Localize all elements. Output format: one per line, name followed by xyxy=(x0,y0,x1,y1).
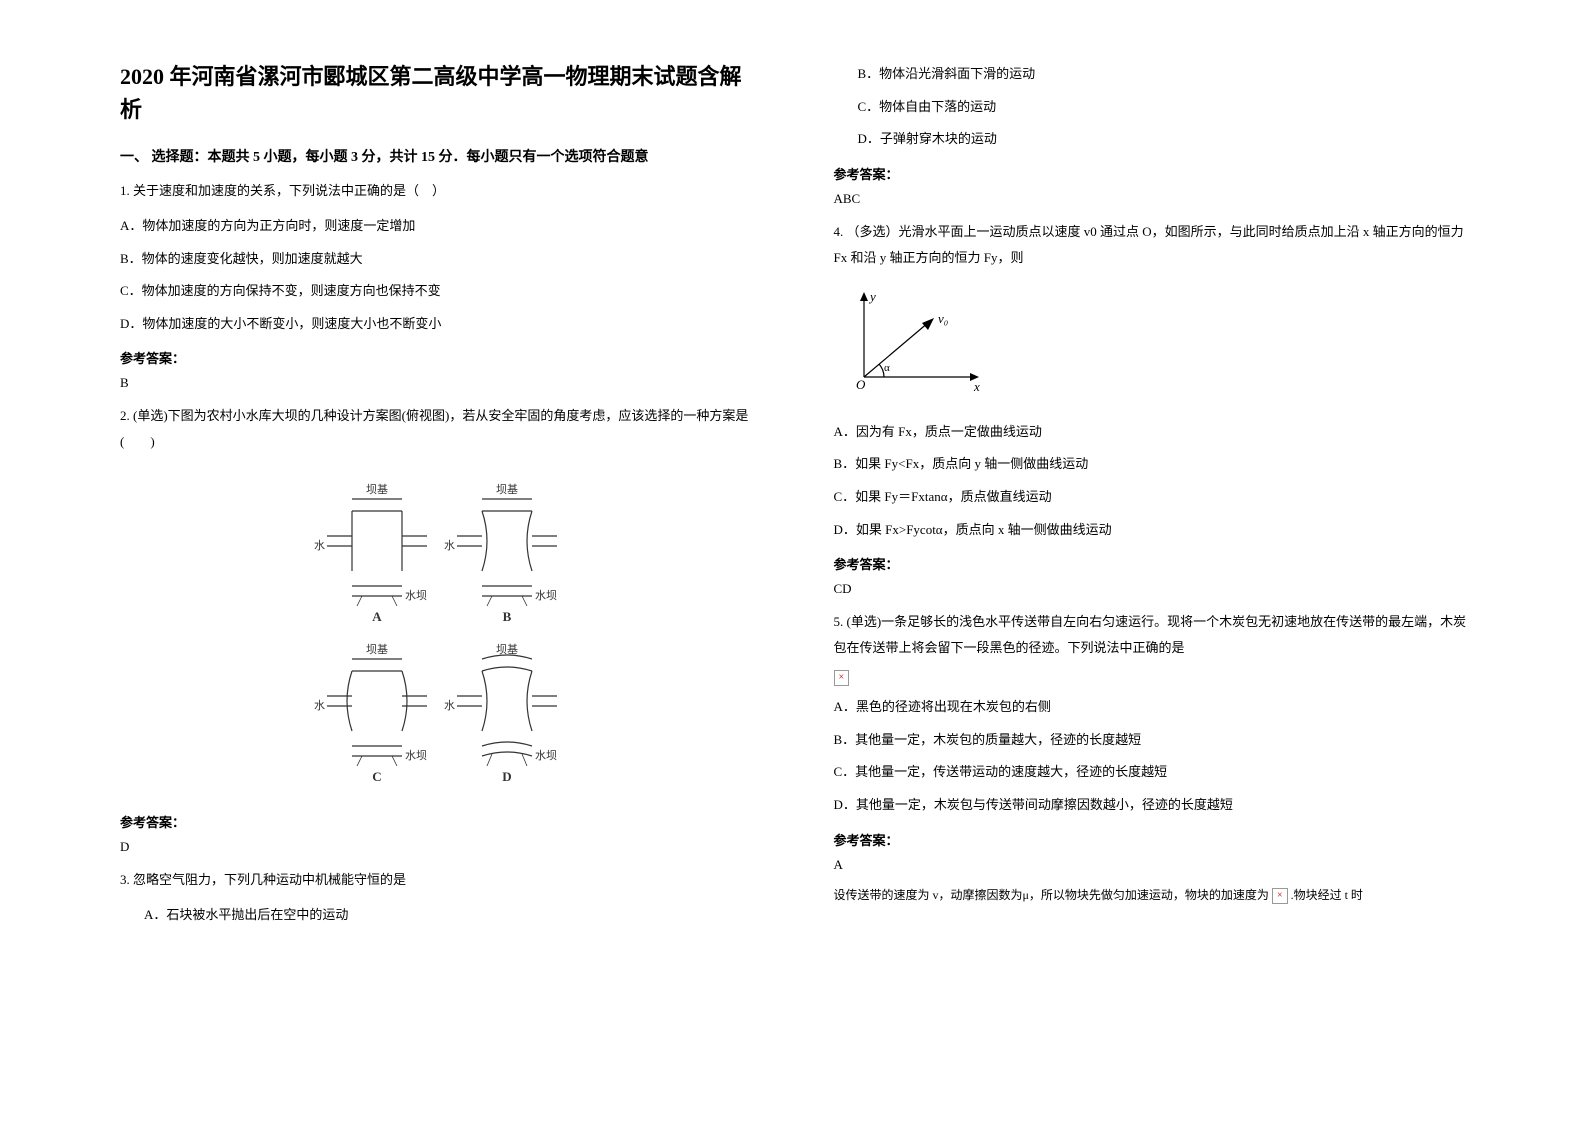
q1-option-c: C．物体加速度的方向保持不变，则速度方向也保持不变 xyxy=(120,277,754,306)
diagram-vector-label: v₀ xyxy=(938,311,948,326)
diagram-label-D: D xyxy=(502,769,511,784)
q2-answer-label: 参考答案： xyxy=(120,812,754,831)
q4-answer-label: 参考答案： xyxy=(834,554,1468,573)
broken-image-icon: × xyxy=(834,670,850,686)
q5-answer: A xyxy=(834,857,1468,873)
q3-answer: ABC xyxy=(834,191,1468,207)
diagram-label-B: B xyxy=(502,609,511,624)
svg-text:坝基: 坝基 xyxy=(496,642,518,656)
q5-option-d: D．其他量一定，木炭包与传送带间动摩擦因数越小，径迹的长度越短 xyxy=(834,791,1468,820)
svg-text:水: 水 xyxy=(314,699,325,712)
q2-diagram: 坝基 水 水坝 A 坝基 xyxy=(120,471,754,796)
q5-option-c: C．其他量一定，传送带运动的速度越大，径迹的长度越短 xyxy=(834,758,1468,787)
q4-answer: CD xyxy=(834,581,1468,597)
q5-footer-suffix: .物块经过 t 时 xyxy=(1291,888,1363,902)
svg-text:水坝: 水坝 xyxy=(535,588,557,602)
section-header: 一、 选择题：本题共 5 小题，每小题 3 分，共计 15 分．每小题只有一个选… xyxy=(120,146,754,166)
q1-option-b: B．物体的速度变化越快，则加速度就越大 xyxy=(120,245,754,274)
svg-text:坝基: 坝基 xyxy=(366,642,388,656)
q4-option-d: D．如果 Fx>Fycotα，质点向 x 轴一侧做曲线运动 xyxy=(834,516,1468,545)
q4-diagram: y x O v₀ α xyxy=(834,287,1468,402)
q5-footer-prefix: 设传送带的速度为 v，动摩擦因数为μ，所以物块先做匀加速运动，物块的加速度为 xyxy=(834,888,1269,902)
diagram-x-label: x xyxy=(973,379,980,394)
q4-stem: 4. （多选）光滑水平面上一运动质点以速度 v0 通过点 O，如图所示，与此同时… xyxy=(834,219,1468,271)
q5-stem: 5. (单选)一条足够长的浅色水平传送带自左向右匀速运行。现将一个木炭包无初速地… xyxy=(834,609,1468,661)
svg-text:水: 水 xyxy=(444,539,455,552)
q5-explanation: 设传送带的速度为 v，动摩擦因数为μ，所以物块先做匀加速运动，物块的加速度为 ×… xyxy=(834,885,1468,907)
svg-text:坝基: 坝基 xyxy=(496,482,518,496)
q1-stem: 1. 关于速度和加速度的关系，下列说法中正确的是（ ） xyxy=(120,178,754,204)
diagram-label-C: C xyxy=(372,769,381,784)
q3-option-a: A．石块被水平抛出后在空中的运动 xyxy=(120,901,754,930)
svg-text:水坝: 水坝 xyxy=(535,748,557,762)
q1-answer: B xyxy=(120,375,754,391)
q3-answer-label: 参考答案： xyxy=(834,164,1468,183)
broken-image-icon: × xyxy=(1272,888,1288,904)
diagram-y-label: y xyxy=(868,289,876,304)
q2-stem: 2. (单选)下图为农村小水库大坝的几种设计方案图(俯视图)，若从安全牢固的角度… xyxy=(120,403,754,455)
q2-answer: D xyxy=(120,839,754,855)
q5-option-b: B．其他量一定，木炭包的质量越大，径迹的长度越短 xyxy=(834,726,1468,755)
q5-option-a: A．黑色的径迹将出现在木炭包的右侧 xyxy=(834,693,1468,722)
q3-stem: 3. 忽略空气阻力，下列几种运动中机械能守恒的是 xyxy=(120,867,754,893)
q3-option-d: D．子弹射穿木块的运动 xyxy=(834,125,1468,154)
q1-option-d: D．物体加速度的大小不断变小，则速度大小也不断变小 xyxy=(120,310,754,339)
diagram-label-A: A xyxy=(372,609,382,624)
q4-option-b: B．如果 Fy<Fx，质点向 y 轴一侧做曲线运动 xyxy=(834,450,1468,479)
q3-option-b: B．物体沿光滑斜面下滑的运动 xyxy=(834,60,1468,89)
page-title: 2020 年河南省漯河市郾城区第二高级中学高一物理期末试题含解析 xyxy=(120,60,754,126)
q1-option-a: A．物体加速度的方向为正方向时，则速度一定增加 xyxy=(120,212,754,241)
diagram-angle-label: α xyxy=(884,362,890,374)
q4-option-c: C．如果 Fy＝Fxtanα，质点做直线运动 xyxy=(834,483,1468,512)
diagram-label-shuiba: 水坝 xyxy=(405,588,427,602)
diagram-origin-label: O xyxy=(856,377,866,392)
q4-option-a: A．因为有 Fx，质点一定做曲线运动 xyxy=(834,418,1468,447)
svg-text:水: 水 xyxy=(444,699,455,712)
q5-answer-label: 参考答案： xyxy=(834,830,1468,849)
q1-answer-label: 参考答案： xyxy=(120,348,754,367)
svg-text:水坝: 水坝 xyxy=(405,748,427,762)
q3-option-c: C．物体自由下落的运动 xyxy=(834,93,1468,122)
diagram-label-shui: 水 xyxy=(314,539,325,552)
diagram-label-jiba: 坝基 xyxy=(366,482,388,496)
